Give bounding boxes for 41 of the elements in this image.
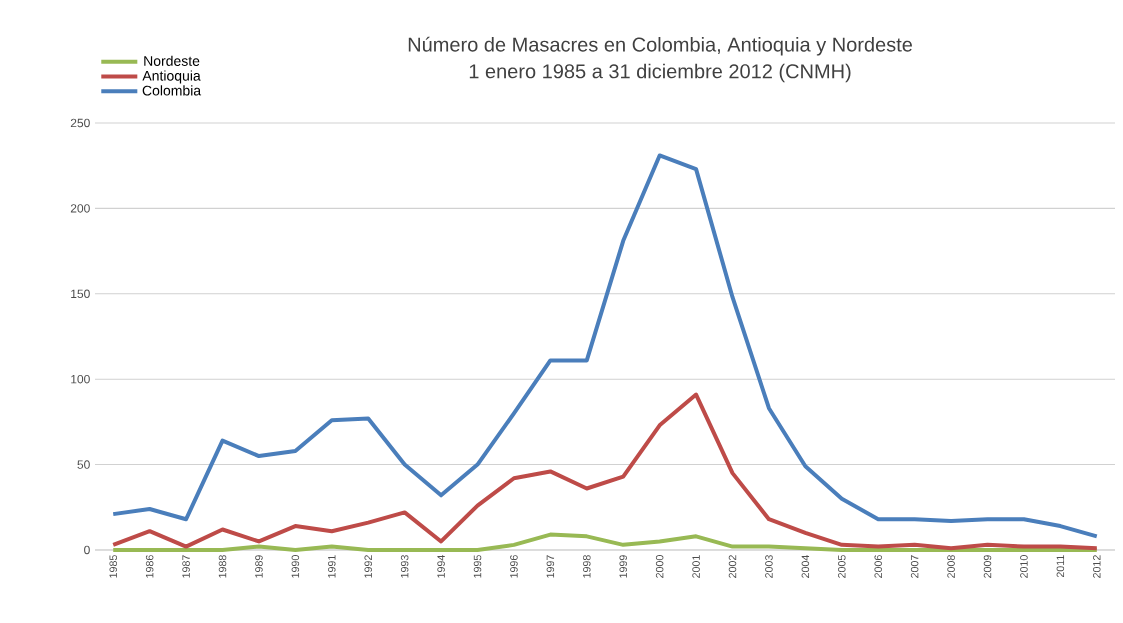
- x-tick-label: 1986: [145, 555, 154, 578]
- x-tick-label: 2005: [838, 555, 846, 578]
- y-tick-label: 250: [70, 118, 90, 128]
- line-series: [111, 153, 1099, 539]
- legend-label: Antioquia: [142, 70, 201, 84]
- line-series: [111, 392, 1099, 551]
- x-tick-label: 2002: [728, 555, 737, 578]
- y-tick-label: 100: [71, 374, 90, 384]
- x-tick-label: 2008: [947, 555, 955, 578]
- x-tick-label: 1995: [473, 555, 482, 578]
- x-tick-label: 2011: [1056, 555, 1065, 578]
- x-tick-label: 1994: [437, 555, 445, 578]
- x-tick-label: 1987: [182, 555, 190, 578]
- x-tick-label: 2006: [874, 555, 882, 578]
- x-tick-label: 2009: [983, 555, 992, 578]
- x-tick-label: 1996: [510, 555, 518, 578]
- x-tick-label: 2012: [1093, 555, 1101, 578]
- y-tick-label: 50: [77, 460, 90, 469]
- chart-subtitle: 1 enero 1985 a 31 diciembre 2012 (CNMH): [469, 63, 851, 83]
- y-tick-label: 0: [84, 545, 90, 555]
- legend-label: Nordeste: [144, 55, 200, 66]
- x-tick-label: 1990: [291, 555, 300, 578]
- y-tick-label: 150: [71, 289, 90, 299]
- x-tick-label: 2010: [1020, 555, 1028, 578]
- x-tick-label: 1997: [546, 555, 555, 578]
- x-tick-label: 1993: [400, 555, 409, 578]
- y-tick-label: 200: [70, 204, 90, 213]
- x-tick-label: 2007: [910, 555, 919, 578]
- legend-label: Colombia: [142, 85, 202, 96]
- x-tick-label: 1999: [619, 555, 627, 578]
- x-tick-label: 2004: [801, 555, 810, 578]
- x-tick-label: 2001: [692, 555, 700, 578]
- x-tick-label: 1992: [364, 555, 372, 578]
- x-tick-label: 1988: [218, 555, 227, 578]
- chart-title: Número de Masacres en Colombia, Antioquia y Nordeste: [408, 36, 912, 56]
- x-tick-label: 1985: [109, 555, 117, 578]
- x-tick-label: 2000: [655, 555, 664, 578]
- x-tick-label: 1998: [583, 555, 591, 578]
- x-tick-label: 2003: [765, 555, 773, 578]
- x-tick-label: 1989: [255, 555, 263, 578]
- x-tick-label: 1991: [328, 555, 336, 578]
